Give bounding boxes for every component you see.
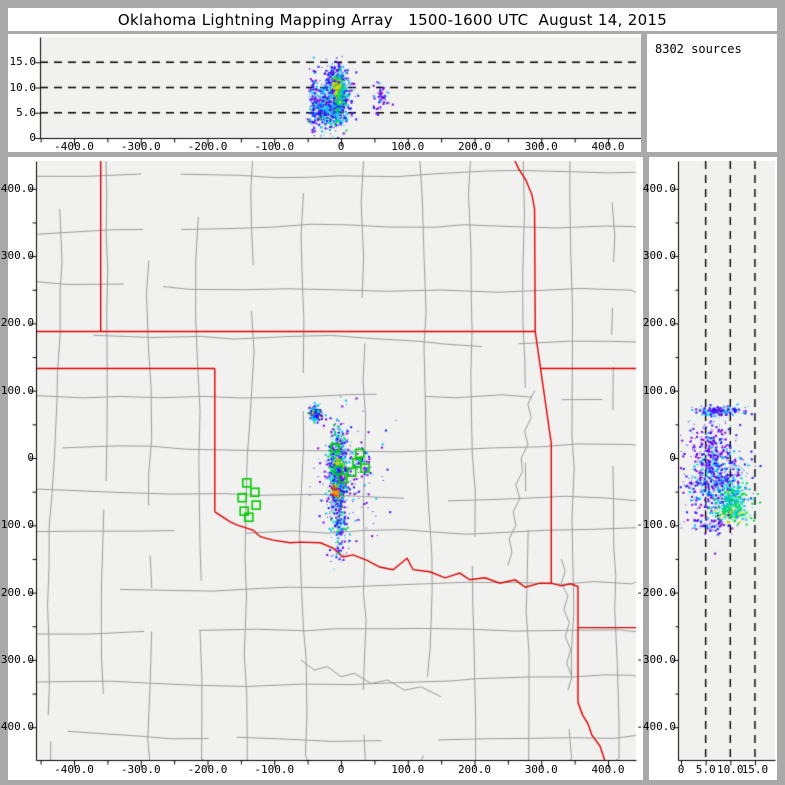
tick-label: -400.0: [0, 720, 34, 734]
altitude-ew-panel: 0 5.0 10.0 15.0 -400.0 -300.0 -200.0 -100.0 0 100…: [8, 34, 641, 153]
altitude-ns-plot[interactable]: [649, 157, 777, 780]
tick-label: -100.0: [0, 518, 34, 532]
tick-label: 400.0: [591, 763, 625, 776]
tick-label: 0: [27, 451, 34, 464]
tick-label: 100.0: [391, 140, 425, 153]
tick-label: 200.0: [642, 316, 676, 330]
tick-label: 0: [337, 140, 345, 153]
tick-label: 5.0: [695, 763, 716, 776]
tick-label: 0: [677, 763, 685, 776]
tick-label: 400.0: [642, 181, 676, 195]
sources-count: 8302 sources: [655, 42, 742, 56]
tick-label: -200.0: [187, 140, 228, 153]
altitude-ew-plot[interactable]: [8, 34, 641, 152]
tick-label: 300.0: [0, 249, 34, 263]
tick-label: -200.0: [187, 763, 228, 776]
tick-label: 300.0: [524, 763, 558, 776]
tick-label: -300.0: [636, 652, 676, 666]
tick-label: 100.0: [391, 763, 425, 776]
tick-label: 200.0: [457, 763, 492, 776]
tick-label: 200.0: [457, 140, 492, 153]
sources-panel: 8302 sources: [647, 34, 777, 152]
tick-label: 0: [29, 131, 36, 144]
tick-label: 15.0: [741, 763, 769, 776]
tick-label: -400.0: [54, 763, 94, 776]
tick-label: -300.0: [120, 140, 161, 153]
tick-label: 10.0: [717, 763, 744, 776]
tick-label: -300.0: [0, 652, 34, 666]
tick-label: -400.0: [54, 140, 94, 153]
tick-label: -100.0: [254, 140, 295, 153]
tick-label: 300.0: [642, 249, 676, 263]
title-bar: Oklahoma Lightning Mapping Array 1500-16…: [8, 8, 777, 31]
tick-label: 0: [669, 451, 676, 464]
tick-label: 0: [337, 763, 345, 776]
page-title: Oklahoma Lightning Mapping Array 1500-16…: [117, 10, 668, 29]
tick-label: 100.0: [0, 383, 34, 397]
tick-label: 100.0: [642, 383, 676, 397]
tick-label: 10.0: [9, 80, 37, 94]
tick-label: 400.0: [591, 140, 625, 153]
plan-view-map-panel: -400.0 -300.0 -200.0 -100.0 0 100.0 200.0 300.0…: [0, 157, 643, 780]
tick-label: 15.0: [9, 55, 37, 69]
tick-label: -200.0: [636, 585, 676, 599]
plan-view-map-plot[interactable]: [8, 157, 643, 780]
tick-label: 5.0: [16, 105, 36, 119]
tick-label: 300.0: [524, 140, 558, 153]
tick-label: -100.0: [254, 763, 295, 776]
altitude-ns-panel: 400.0 300.0 200.0 100.0 0 -100.0 -200.0 -300.0 -…: [636, 157, 777, 780]
tick-label: -400.0: [636, 720, 676, 734]
tick-label: -300.0: [120, 763, 161, 776]
tick-label: 400.0: [0, 181, 34, 195]
tick-label: -200.0: [0, 585, 34, 599]
tick-label: 200.0: [0, 316, 34, 330]
tick-label: -100.0: [636, 518, 676, 532]
